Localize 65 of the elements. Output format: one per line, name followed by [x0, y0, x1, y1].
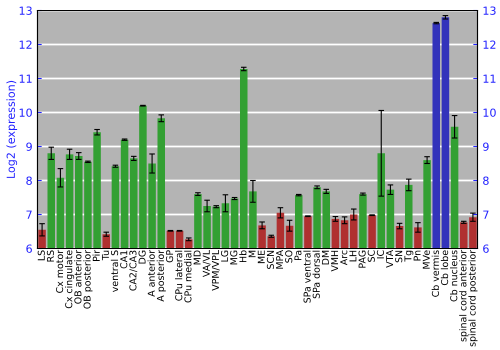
x-tick-label: Cb lobe: [440, 250, 448, 286]
x-tick-label: Pir: [92, 250, 100, 261]
y-axis-title: Log2 (expression): [6, 80, 18, 178]
x-tick-label: spinal cord anterior: [459, 250, 468, 342]
x-tick-label: CPu medial: [184, 250, 192, 303]
y2-tick-label: 6: [483, 244, 489, 253]
x-tick-label: A posterior: [156, 250, 166, 302]
x-tick-label: SPa ventral: [303, 250, 311, 303]
x-tick-label: MVe: [422, 250, 430, 269]
x-tick-label: DG: [138, 250, 146, 264]
x-tick-label: Arc: [340, 250, 348, 266]
x-tick-label: Pn: [414, 250, 421, 260]
x-tick-label: MPA: [276, 250, 284, 269]
x-tick-label: CA2/CA3: [129, 250, 138, 291]
x-tick-label: VMH: [331, 250, 338, 272]
x-tick-label: MG: [230, 250, 238, 264]
x-tick-label: Hb: [239, 250, 246, 262]
x-tick-label: Cx cingulate: [65, 250, 74, 308]
x-tick-label: Tu: [102, 250, 109, 260]
x-tick-label: SPa dorsal: [312, 250, 320, 298]
y-tick-label: 11: [20, 74, 32, 83]
x-tick-label: VA/VL: [202, 250, 211, 278]
y2-tick-label: 11: [484, 74, 496, 83]
x-tick-label: ventral S: [110, 250, 118, 292]
x-tick-label: LG: [221, 250, 228, 262]
x-tick-label: RS: [46, 250, 54, 262]
y2-tick-label: 9: [483, 142, 489, 151]
x-tick-label: Cx motor: [56, 250, 64, 293]
y2-tick-label: 13: [484, 6, 496, 15]
x-tick-label: CA1: [120, 250, 128, 268]
x-tick-label: LH: [349, 250, 356, 262]
x-tick-label: OB anterior: [74, 250, 82, 304]
y2-tick-label: 10: [484, 108, 496, 117]
x-tick-label: CPu lateral: [175, 250, 182, 301]
y-tick-label: 6: [26, 244, 32, 253]
x-tick-label: ME: [258, 250, 265, 264]
y-tick-label: 13: [20, 6, 32, 15]
x-tick-label: VPM/VPL: [212, 250, 220, 291]
x-tick-label: Cb nucleus: [450, 250, 458, 302]
x-tick-label: Tg: [404, 250, 414, 262]
y-tick-label: 7: [26, 210, 32, 219]
x-tick-label: GP: [166, 250, 174, 262]
y-tick-label: 8: [26, 176, 32, 185]
x-tick-label: SCN: [266, 250, 274, 269]
x-tick-label: VTA: [386, 250, 394, 268]
y2-tick-label: 12: [484, 40, 496, 49]
x-tick-label: OB posterior: [83, 250, 92, 309]
x-tick-label: Pa: [294, 250, 302, 260]
y2-tick-label: 7: [483, 210, 488, 219]
x-tick-label: MD: [194, 250, 201, 264]
y-tick-label: 10: [20, 108, 32, 117]
y-tick-label: 9: [26, 142, 32, 151]
x-tick-label: SO: [285, 250, 292, 263]
x-tick-label: SN: [395, 250, 402, 262]
x-tick-label: IC: [376, 250, 384, 258]
x-tick-label: SC: [368, 250, 375, 262]
x-tick-label: A anterior: [148, 250, 155, 297]
x-tick-label: Cb vermis: [432, 250, 439, 297]
x-tick-label: PAG: [358, 250, 366, 268]
y2-tick-label: 8: [483, 176, 489, 185]
x-tick-label: LS: [38, 250, 45, 260]
x-tick-label: M: [248, 250, 256, 258]
x-tick-label: DM: [322, 250, 329, 264]
y-tick-label: 12: [20, 40, 32, 49]
x-tick-label: spinal cord posterior: [468, 250, 478, 346]
